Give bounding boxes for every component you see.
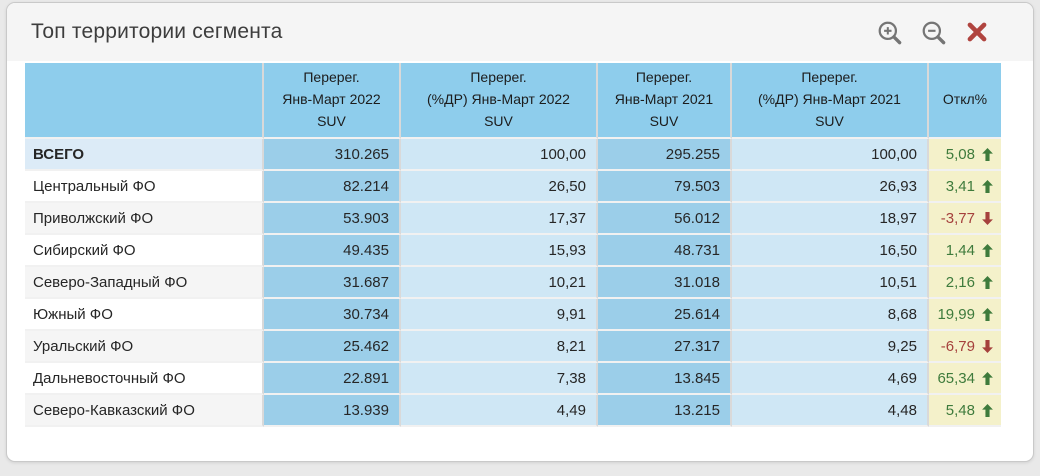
trend-up-arrow-icon — [982, 147, 993, 161]
deviation-value: 3,41 — [945, 177, 975, 195]
territories-table: Перерег. Янв-Март 2022 SUV Перерег. (%ДР… — [25, 63, 1001, 427]
deviation-cell: 5,08 — [929, 139, 1001, 171]
territory-cell[interactable]: Северо-Кавказский ФО — [25, 395, 264, 427]
deviation-cell: 19,99 — [929, 299, 1001, 331]
deviation-value: 65,34 — [937, 369, 975, 387]
close-button[interactable] — [961, 16, 993, 48]
deviation-cell: 5,48 — [929, 395, 1001, 427]
reg-2022-cell: 22.891 — [264, 363, 401, 395]
share-2022-cell: 8,21 — [401, 331, 598, 363]
zoom-out-button[interactable] — [917, 16, 949, 48]
column-header-reg-2021: Перерег. Янв-Март 2021 SUV — [598, 63, 732, 139]
trend-up-arrow-icon — [982, 275, 993, 289]
territory-cell[interactable]: Приволжский ФО — [25, 203, 264, 235]
reg-2022-cell: 13.939 — [264, 395, 401, 427]
column-header-share-2022: Перерег. (%ДР) Янв-Март 2022 SUV — [401, 63, 598, 139]
deviation-cell: 1,44 — [929, 235, 1001, 267]
territory-cell[interactable]: Уральский ФО — [25, 331, 264, 363]
trend-up-arrow-icon — [982, 179, 993, 193]
share-2022-cell: 4,49 — [401, 395, 598, 427]
territory-cell[interactable]: Сибирский ФО — [25, 235, 264, 267]
trend-up-arrow-icon — [982, 243, 993, 257]
column-header-deviation: Откл% — [929, 63, 1001, 139]
deviation-value: -3,77 — [940, 209, 975, 227]
territory-cell[interactable]: Центральный ФО — [25, 171, 264, 203]
territory-cell[interactable]: ВСЕГО — [25, 139, 264, 171]
reg-2021-cell: 25.614 — [598, 299, 732, 331]
widget-toolbar — [873, 16, 993, 48]
share-2022-cell: 15,93 — [401, 235, 598, 267]
share-2022-cell: 26,50 — [401, 171, 598, 203]
reg-2021-cell: 295.255 — [598, 139, 732, 171]
share-2021-cell: 18,97 — [732, 203, 929, 235]
share-2022-cell: 17,37 — [401, 203, 598, 235]
deviation-value: -6,79 — [940, 337, 975, 355]
close-icon — [967, 22, 987, 42]
reg-2021-cell: 13.845 — [598, 363, 732, 395]
reg-2021-cell: 79.503 — [598, 171, 732, 203]
widget-titlebar: Топ территории сегмента — [7, 3, 1033, 61]
reg-2021-cell: 13.215 — [598, 395, 732, 427]
share-2021-cell: 8,68 — [732, 299, 929, 331]
deviation-value: 5,48 — [945, 401, 975, 419]
column-header-share-2021: Перерег. (%ДР) Янв-Март 2021 SUV — [732, 63, 929, 139]
share-2021-cell: 100,00 — [732, 139, 929, 171]
deviation-cell: 3,41 — [929, 171, 1001, 203]
share-2021-cell: 4,69 — [732, 363, 929, 395]
zoom-in-button[interactable] — [873, 16, 905, 48]
territory-cell[interactable]: Северо-Западный ФО — [25, 267, 264, 299]
share-2022-cell: 9,91 — [401, 299, 598, 331]
reg-2021-cell: 27.317 — [598, 331, 732, 363]
reg-2022-cell: 310.265 — [264, 139, 401, 171]
widget-title: Топ территории сегмента — [31, 20, 283, 43]
deviation-value: 1,44 — [945, 241, 975, 259]
deviation-cell: 65,34 — [929, 363, 1001, 395]
reg-2022-cell: 49.435 — [264, 235, 401, 267]
share-2021-cell: 9,25 — [732, 331, 929, 363]
reg-2021-cell: 56.012 — [598, 203, 732, 235]
deviation-cell: -6,79 — [929, 331, 1001, 363]
reg-2022-cell: 31.687 — [264, 267, 401, 299]
share-2021-cell: 4,48 — [732, 395, 929, 427]
zoom-in-icon — [878, 21, 901, 44]
trend-down-arrow-icon — [982, 339, 993, 353]
share-2022-cell: 100,00 — [401, 139, 598, 171]
share-2021-cell: 16,50 — [732, 235, 929, 267]
column-header-reg-2022: Перерег. Янв-Март 2022 SUV — [264, 63, 401, 139]
deviation-value: 2,16 — [945, 273, 975, 291]
share-2021-cell: 10,51 — [732, 267, 929, 299]
deviation-value: 19,99 — [937, 305, 975, 323]
zoom-out-icon — [922, 21, 945, 44]
column-header-territory — [25, 63, 264, 139]
trend-up-arrow-icon — [982, 403, 993, 417]
reg-2022-cell: 82.214 — [264, 171, 401, 203]
deviation-value: 5,08 — [945, 145, 975, 163]
deviation-cell: 2,16 — [929, 267, 1001, 299]
reg-2021-cell: 31.018 — [598, 267, 732, 299]
reg-2022-cell: 25.462 — [264, 331, 401, 363]
share-2022-cell: 10,21 — [401, 267, 598, 299]
trend-up-arrow-icon — [982, 307, 993, 321]
trend-down-arrow-icon — [982, 211, 993, 225]
deviation-cell: -3,77 — [929, 203, 1001, 235]
reg-2021-cell: 48.731 — [598, 235, 732, 267]
share-2021-cell: 26,93 — [732, 171, 929, 203]
trend-up-arrow-icon — [982, 371, 993, 385]
widget-card: Топ территории сегмента — [6, 2, 1034, 462]
territory-cell[interactable]: Дальневосточный ФО — [25, 363, 264, 395]
reg-2022-cell: 53.903 — [264, 203, 401, 235]
reg-2022-cell: 30.734 — [264, 299, 401, 331]
share-2022-cell: 7,38 — [401, 363, 598, 395]
territory-cell[interactable]: Южный ФО — [25, 299, 264, 331]
